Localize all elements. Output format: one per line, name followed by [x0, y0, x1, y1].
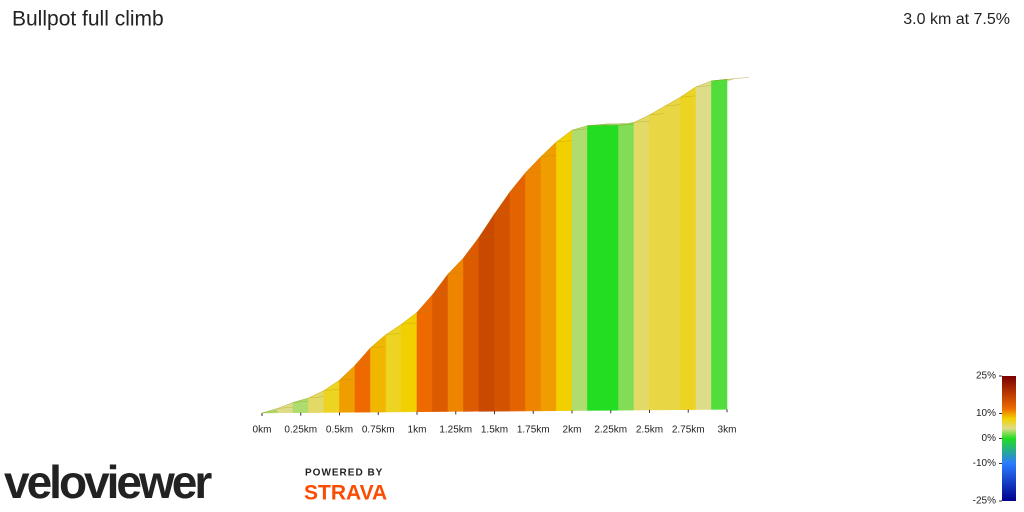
gradient-segment	[664, 96, 681, 411]
x-tick-label: 1.75km	[517, 425, 550, 436]
gradient-segment	[680, 86, 697, 410]
gradient-segment	[695, 80, 712, 410]
gradient-segment	[587, 125, 604, 411]
color-tick-label: 0%	[982, 433, 997, 444]
gradient-segment	[556, 129, 573, 411]
x-tick-label: 0km	[253, 425, 272, 436]
strava-logo: STRAVA	[304, 482, 387, 505]
gradient-segment	[649, 105, 666, 411]
gradient-segment	[401, 311, 418, 413]
x-tick-label: 2km	[563, 425, 582, 436]
gradient-segment	[602, 125, 619, 411]
x-tick-label: 0.5km	[326, 425, 353, 436]
color-tick-label: 10%	[976, 408, 996, 419]
x-tick-label: 3km	[718, 425, 737, 436]
gradient-segment	[385, 323, 402, 413]
x-tick-label: 2.75km	[672, 425, 705, 436]
gradient-segment	[447, 257, 464, 412]
gradient-segment	[711, 78, 728, 410]
gradient-segment	[633, 114, 650, 411]
x-tick-label: 2.25km	[594, 425, 627, 436]
color-tick-label: -25%	[973, 496, 996, 507]
logo: veloviewer	[4, 456, 212, 508]
color-tick-label: -10%	[973, 458, 996, 469]
x-tick-label: 1km	[408, 425, 427, 436]
x-tick-label: 0.75km	[362, 425, 395, 436]
gradient-segment	[509, 172, 526, 412]
gradient-segment	[432, 273, 449, 412]
color-tick-label: 25%	[976, 371, 996, 382]
x-tick-label: 1.25km	[439, 425, 472, 436]
x-tick-label: 2.5km	[636, 425, 663, 436]
x-tick-label: 1.5km	[481, 425, 508, 436]
powered-by: POWERED BY	[305, 468, 383, 479]
chart-title: Bullpot full climb	[12, 8, 164, 31]
gradient-segment	[571, 125, 588, 411]
gradient-segment	[463, 236, 480, 412]
gradient-segment	[494, 191, 511, 412]
chart-subtitle: 3.0 km at 7.5%	[903, 11, 1010, 28]
gradient-segment	[525, 155, 542, 412]
gradient-segment	[478, 213, 495, 412]
color-bar	[1002, 376, 1016, 501]
segment-top	[711, 77, 750, 82]
gradient-segment	[618, 122, 635, 411]
x-tick-label: 0.25km	[284, 425, 317, 436]
gradient-segment	[540, 141, 557, 412]
